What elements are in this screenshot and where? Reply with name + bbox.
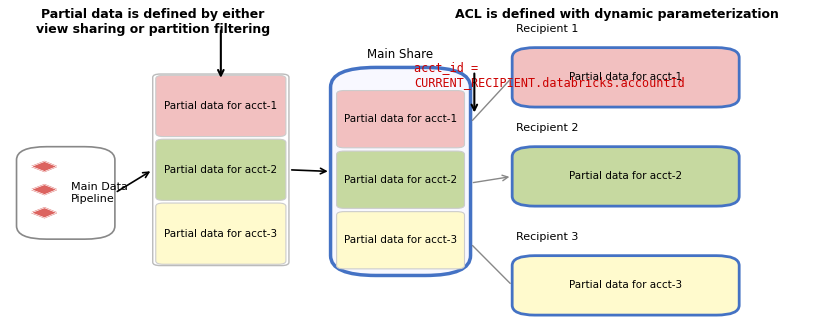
Text: Main Share: Main Share: [367, 48, 433, 61]
Text: Partial data for acct-1: Partial data for acct-1: [344, 114, 457, 124]
Text: Recipient 1: Recipient 1: [516, 24, 578, 34]
FancyBboxPatch shape: [155, 75, 286, 137]
Text: Partial data for acct-1: Partial data for acct-1: [165, 101, 277, 111]
FancyBboxPatch shape: [153, 74, 289, 265]
Text: Recipient 3: Recipient 3: [516, 232, 578, 242]
FancyBboxPatch shape: [512, 256, 739, 315]
Text: Partial data for acct-2: Partial data for acct-2: [165, 165, 277, 175]
FancyBboxPatch shape: [512, 48, 739, 107]
FancyBboxPatch shape: [337, 91, 465, 148]
Polygon shape: [31, 162, 56, 171]
Text: ACL is defined with dynamic parameterization: ACL is defined with dynamic parameteriza…: [456, 8, 779, 21]
Text: acct_id =
CURRENT_RECIPIENT.databricks.accountId: acct_id = CURRENT_RECIPIENT.databricks.a…: [414, 61, 685, 89]
Text: Partial data for acct-3: Partial data for acct-3: [165, 229, 277, 239]
Text: Partial data is defined by either
view sharing or partition filtering: Partial data is defined by either view s…: [36, 8, 270, 36]
FancyBboxPatch shape: [512, 147, 739, 206]
Text: Partial data for acct-3: Partial data for acct-3: [569, 280, 682, 290]
FancyBboxPatch shape: [155, 203, 286, 264]
FancyBboxPatch shape: [337, 151, 465, 208]
Polygon shape: [31, 208, 56, 218]
Text: Partial data for acct-2: Partial data for acct-2: [344, 175, 457, 185]
FancyBboxPatch shape: [331, 68, 471, 275]
Text: Partial data for acct-3: Partial data for acct-3: [344, 235, 457, 245]
FancyBboxPatch shape: [155, 139, 286, 200]
FancyBboxPatch shape: [337, 212, 465, 269]
Text: Partial data for acct-1: Partial data for acct-1: [569, 72, 682, 82]
FancyBboxPatch shape: [17, 147, 115, 239]
Text: Recipient 2: Recipient 2: [516, 124, 578, 134]
Text: Main Data
Pipeline: Main Data Pipeline: [70, 182, 127, 204]
Polygon shape: [31, 185, 56, 194]
Text: Partial data for acct-2: Partial data for acct-2: [569, 171, 682, 181]
